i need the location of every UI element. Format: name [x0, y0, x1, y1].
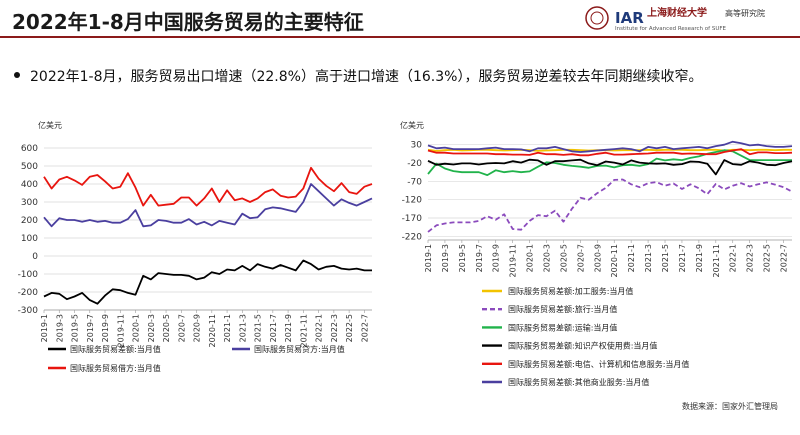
- series-line: [427, 148, 793, 157]
- series-line: [427, 158, 793, 176]
- y-tick-label: -100: [18, 270, 39, 280]
- x-tick-label: 2021-5: [661, 244, 670, 272]
- y-tick-label: -120: [402, 196, 423, 206]
- legend-label: 国际服务贸易差额:其他商业服务:当月值: [508, 377, 649, 387]
- y-tick-label: -170: [402, 214, 423, 224]
- legend-label: 国际服务贸易贷方:当月值: [254, 344, 345, 354]
- x-tick-label: 2021-7: [269, 314, 278, 342]
- legend-label: 国际服务贸易差额:运输:当月值: [508, 322, 617, 332]
- institution-logo: IAR 上海财经大学 高等研究院 Institute for Advanced …: [585, 4, 795, 32]
- x-tick-label: 2019-9: [101, 314, 110, 342]
- logo-cn-sub: 高等研究院: [725, 8, 765, 18]
- x-tick-label: 2019-11: [116, 314, 125, 347]
- chart-left: 亿美元6005004003002001000-100-200-3002019-1…: [18, 120, 373, 373]
- x-tick-label: 2021-3: [644, 244, 653, 272]
- header-divider: [0, 36, 800, 38]
- y-tick-label: 600: [21, 144, 38, 154]
- unit-label: 亿美元: [38, 120, 62, 130]
- x-tick-label: 2020-11: [610, 244, 619, 277]
- x-tick-label: 2022-5: [763, 244, 772, 272]
- legend-label: 国际服务贸易借方:当月值: [70, 363, 161, 373]
- x-tick-label: 2021-5: [254, 314, 263, 342]
- x-tick-label: 2021-3: [238, 314, 247, 342]
- x-tick-label: 2020-11: [208, 314, 217, 347]
- x-tick-label: 2020-9: [593, 244, 602, 272]
- y-tick-label: 300: [21, 198, 38, 208]
- x-tick-label: 2020-3: [543, 244, 552, 272]
- series-line: [43, 259, 372, 305]
- x-tick-label: 2019-1: [40, 314, 49, 342]
- legend-label: 国际服务贸易差额:当月值: [70, 344, 161, 354]
- header: 2022年1-8月中国服务贸易的主要特征 IAR 上海财经大学 高等研究院 In…: [0, 0, 800, 40]
- logo-mark: IAR: [615, 9, 644, 27]
- series-line: [43, 166, 373, 207]
- y-tick-label: -200: [18, 288, 39, 298]
- x-tick-label: 2020-5: [559, 244, 568, 272]
- x-tick-label: 2021-7: [678, 244, 687, 272]
- x-tick-label: 2020-9: [193, 314, 202, 342]
- x-tick-label: 2019-9: [492, 244, 501, 272]
- x-tick-label: 2021-11: [299, 314, 308, 347]
- legend-label: 国际服务贸易差额:旅行:当月值: [508, 304, 617, 314]
- x-tick-label: 2022-7: [780, 244, 789, 272]
- y-tick-label: 500: [21, 162, 38, 172]
- x-tick-label: 2019-3: [441, 244, 450, 272]
- x-tick-label: 2021-1: [223, 314, 232, 342]
- x-tick-label: 2022-3: [746, 244, 755, 272]
- summary-bullet: 2022年1-8月，服务贸易出口增速（22.8%）高于进口增速（16.3%），服…: [14, 66, 702, 86]
- page-title: 2022年1-8月中国服务贸易的主要特征: [12, 10, 364, 34]
- legend-label: 国际服务贸易差额:加工服务:当月值: [508, 286, 633, 296]
- logo-cn: 上海财经大学: [647, 6, 707, 19]
- x-tick-label: 2020-7: [177, 314, 186, 342]
- y-tick-label: -20: [407, 159, 422, 169]
- y-tick-label: -70: [407, 177, 422, 187]
- y-tick-label: 100: [21, 234, 38, 244]
- y-tick-label: 200: [21, 216, 38, 226]
- x-tick-label: 2019-7: [86, 314, 95, 342]
- x-tick-label: 2020-1: [132, 314, 141, 342]
- x-tick-label: 2020-5: [162, 314, 171, 342]
- x-tick-label: 2021-9: [284, 314, 293, 342]
- series-line: [427, 140, 793, 153]
- y-tick-label: -220: [402, 232, 423, 242]
- x-tick-label: 2019-5: [458, 244, 467, 272]
- x-tick-label: 2019-5: [71, 314, 80, 342]
- x-tick-label: 2020-1: [526, 244, 535, 272]
- legend-label: 国际服务贸易差额:电信、计算机和信息服务:当月值: [508, 359, 689, 369]
- series-line: [427, 178, 793, 233]
- unit-label: 亿美元: [400, 120, 424, 130]
- logo-en: Institute for Advanced Research of SUFE: [615, 26, 727, 32]
- x-tick-label: 2022-1: [729, 244, 738, 272]
- bullet-dot-icon: [14, 72, 20, 78]
- x-tick-label: 2022-5: [345, 314, 354, 342]
- x-tick-label: 2022-3: [330, 314, 339, 342]
- y-tick-label: 0: [32, 252, 38, 262]
- x-tick-label: 2019-3: [55, 314, 64, 342]
- y-tick-label: 30: [411, 141, 423, 151]
- data-source: 数据来源：国家外汇管理局: [682, 402, 778, 411]
- y-tick-label: -300: [18, 306, 39, 316]
- x-tick-label: 2021-1: [627, 244, 636, 272]
- summary-text: 2022年1-8月，服务贸易出口增速（22.8%）高于进口增速（16.3%），服…: [30, 69, 703, 85]
- x-tick-label: 2019-7: [475, 244, 484, 272]
- x-tick-label: 2020-3: [147, 314, 156, 342]
- x-tick-label: 2019-11: [509, 244, 518, 277]
- x-tick-label: 2022-7: [360, 314, 369, 342]
- y-tick-label: 400: [21, 180, 38, 190]
- x-tick-label: 2020-7: [576, 244, 585, 272]
- legend-label: 国际服务贸易差额:知识产权使用费:当月值: [508, 341, 657, 351]
- series-line: [43, 183, 373, 228]
- x-tick-label: 2022-1: [315, 314, 324, 342]
- x-tick-label: 2021-9: [695, 244, 704, 272]
- x-tick-label: 2019-1: [424, 244, 433, 272]
- x-tick-label: 2021-11: [712, 244, 721, 277]
- seal-icon: [585, 6, 609, 30]
